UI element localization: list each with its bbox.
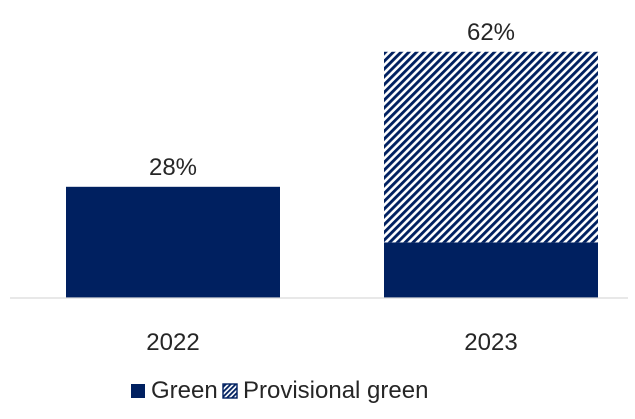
x-tick-label-2023: 2023: [464, 329, 517, 356]
bar-provisional-green-2023: [384, 51, 598, 243]
x-tick-label-2022: 2022: [146, 329, 199, 356]
bar-green-2022: [66, 186, 280, 298]
legend-label-provisional-green: Provisional green: [243, 377, 428, 404]
legend-item-green: Green: [131, 377, 218, 404]
bar-green-2023: [384, 242, 598, 298]
legend: Green Provisional green: [131, 377, 428, 404]
bars: [66, 51, 598, 298]
data-label-2023: 62%: [467, 19, 515, 46]
labels: 28% 2022 62% 2023: [146, 19, 517, 356]
data-label-2022: 28%: [149, 154, 197, 181]
legend-swatch-provisional-green: [222, 383, 238, 399]
legend-label-green: Green: [151, 377, 218, 404]
legend-item-provisional-green: Provisional green: [222, 377, 428, 404]
legend-swatch-green: [131, 384, 145, 398]
